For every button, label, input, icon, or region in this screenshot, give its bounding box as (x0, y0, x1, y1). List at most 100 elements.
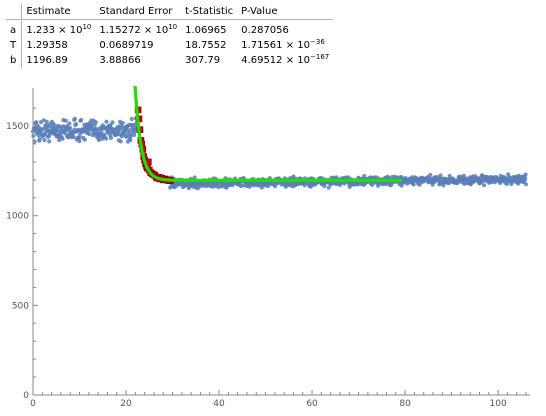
std-error-value: 3.88866 (99, 55, 141, 66)
std-error-cell: 0.0689719 (95, 38, 181, 53)
data-point (110, 120, 115, 125)
fit-parameter-table: Estimate Standard Error t-Statistic P-Va… (6, 4, 334, 68)
data-point (63, 118, 68, 123)
p-value-cell: 4.69512 × 10−167 (237, 53, 333, 68)
data-point (216, 184, 221, 190)
data-point (428, 172, 433, 177)
data-point (389, 182, 394, 188)
p-value-cell: 1.71561 × 10−36 (237, 38, 333, 53)
fit-curve-layer (133, 86, 402, 182)
estimate-exponent: 10 (82, 23, 92, 31)
t-stat-cell: 1.06965 (185, 25, 227, 36)
data-point (77, 133, 82, 138)
data-point (399, 183, 404, 188)
y-tick-label: 1500 (6, 122, 29, 132)
data-point (108, 135, 113, 140)
estimate-cell: 1.29358 (22, 38, 96, 53)
data-point (326, 185, 331, 190)
data-point (129, 116, 134, 122)
data-point (322, 183, 327, 189)
data-point (93, 120, 98, 125)
p-value-cell: 0.287056 (237, 20, 333, 39)
data-point (417, 182, 422, 187)
column-header-p-value: P-Value (237, 4, 334, 20)
estimate-value: 1.233 × 10 (26, 25, 83, 36)
data-point (32, 139, 37, 144)
data-point (132, 132, 137, 138)
data-point (74, 122, 79, 127)
data-point (37, 137, 42, 142)
estimate-value: 1196.89 (26, 55, 68, 66)
p-value-exponent: −36 (310, 38, 325, 46)
x-tick-label: 80 (399, 399, 411, 409)
param-name: a (6, 19, 23, 38)
data-point (370, 182, 375, 187)
x-tick-label: 100 (490, 399, 507, 409)
data-point (447, 173, 452, 179)
table-header-row: Estimate Standard Error t-Statistic P-Va… (6, 4, 334, 20)
t-stat-cell: 307.79 (185, 55, 221, 66)
data-point (87, 131, 92, 137)
scatter-plot: 0 500 1000 1500 0 20 40 60 80 100 (6, 86, 530, 409)
data-point (104, 136, 109, 141)
fit-curve (133, 86, 402, 182)
table-row: b 1196.89 3.88866 307.79 4.69512 × 10−16… (6, 53, 333, 68)
data-point (60, 136, 65, 141)
data-point (57, 138, 62, 143)
data-point (441, 183, 446, 188)
data-point (523, 176, 528, 181)
data-point (104, 119, 109, 124)
x-tick-label: 40 (213, 399, 225, 409)
data-point (82, 137, 87, 142)
data-point (55, 128, 61, 133)
data-point (44, 119, 49, 124)
p-value-value: 1.71561 × 10 (241, 40, 310, 51)
data-point (259, 185, 264, 190)
estimate-cell: 1.233 × 1010 (22, 20, 96, 39)
param-name: b (6, 53, 23, 68)
table-row: T 1.29358 0.0689719 18.7552 1.71561 × 10… (6, 38, 333, 53)
data-point (96, 137, 102, 143)
y-tick-label: 0 (23, 391, 29, 401)
data-point (523, 182, 529, 187)
std-error-value: 0.0689719 (99, 40, 154, 51)
data-point (67, 121, 72, 126)
data-point (72, 116, 77, 121)
data-point (42, 137, 47, 143)
axes: 0 500 1000 1500 0 20 40 60 80 100 (6, 88, 530, 409)
p-value-exponent: −167 (310, 53, 330, 61)
t-stat-cell: 18.7552 (185, 40, 227, 51)
data-point (118, 139, 123, 144)
y-tick-label: 500 (12, 301, 29, 311)
data-point (192, 175, 197, 180)
data-point (523, 172, 528, 177)
p-value-value: 4.69512 × 10 (241, 55, 310, 66)
data-point (68, 126, 73, 131)
data-point (79, 117, 84, 123)
data-point (504, 181, 510, 186)
estimate-cell: 1196.89 (22, 53, 96, 68)
x-tick-label: 60 (306, 399, 318, 409)
data-point (128, 138, 133, 143)
data-point (438, 173, 443, 178)
table-row: a 1.233 × 1010 1.15272 × 1010 1.06965 0.… (6, 19, 333, 39)
estimate-value: 1.29358 (26, 40, 68, 51)
x-tick-label: 0 (30, 399, 36, 409)
std-error-exponent: 10 (168, 23, 178, 31)
data-point (77, 139, 82, 144)
data-point (482, 183, 487, 188)
data-point (71, 135, 76, 140)
data-point (47, 139, 52, 144)
x-tick-label: 20 (120, 399, 132, 409)
std-error-cell: 1.15272 × 1010 (95, 20, 181, 39)
data-point (120, 120, 125, 125)
data-point (272, 184, 278, 189)
y-tick-label: 1000 (6, 212, 29, 222)
column-header (6, 4, 23, 20)
p-value-value: 0.287056 (241, 25, 289, 36)
data-point (34, 120, 39, 125)
column-header-estimate: Estimate (21, 4, 96, 20)
std-error-cell: 3.88866 (95, 53, 181, 68)
param-name: T (6, 38, 23, 53)
data-point (45, 124, 50, 130)
